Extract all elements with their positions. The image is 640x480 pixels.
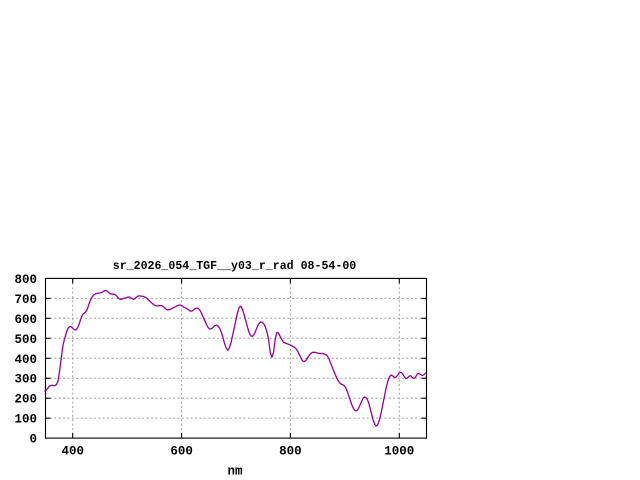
svg-text:sr_2026_054_TGF__y03_r_rad 08-: sr_2026_054_TGF__y03_r_rad 08-54-00 bbox=[113, 260, 357, 273]
svg-text:300: 300 bbox=[14, 373, 37, 387]
svg-text:500: 500 bbox=[14, 333, 37, 347]
svg-text:600: 600 bbox=[14, 313, 37, 327]
svg-text:800: 800 bbox=[279, 445, 302, 459]
svg-text:800: 800 bbox=[14, 273, 37, 287]
svg-text:400: 400 bbox=[14, 353, 37, 367]
svg-text:700: 700 bbox=[14, 293, 37, 307]
svg-text:1000: 1000 bbox=[384, 445, 414, 459]
svg-text:100: 100 bbox=[14, 413, 37, 427]
svg-text:nm: nm bbox=[227, 465, 243, 479]
svg-text:600: 600 bbox=[170, 445, 193, 459]
svg-text:200: 200 bbox=[14, 393, 37, 407]
svg-text:400: 400 bbox=[61, 445, 84, 459]
svg-text:0: 0 bbox=[29, 433, 37, 447]
